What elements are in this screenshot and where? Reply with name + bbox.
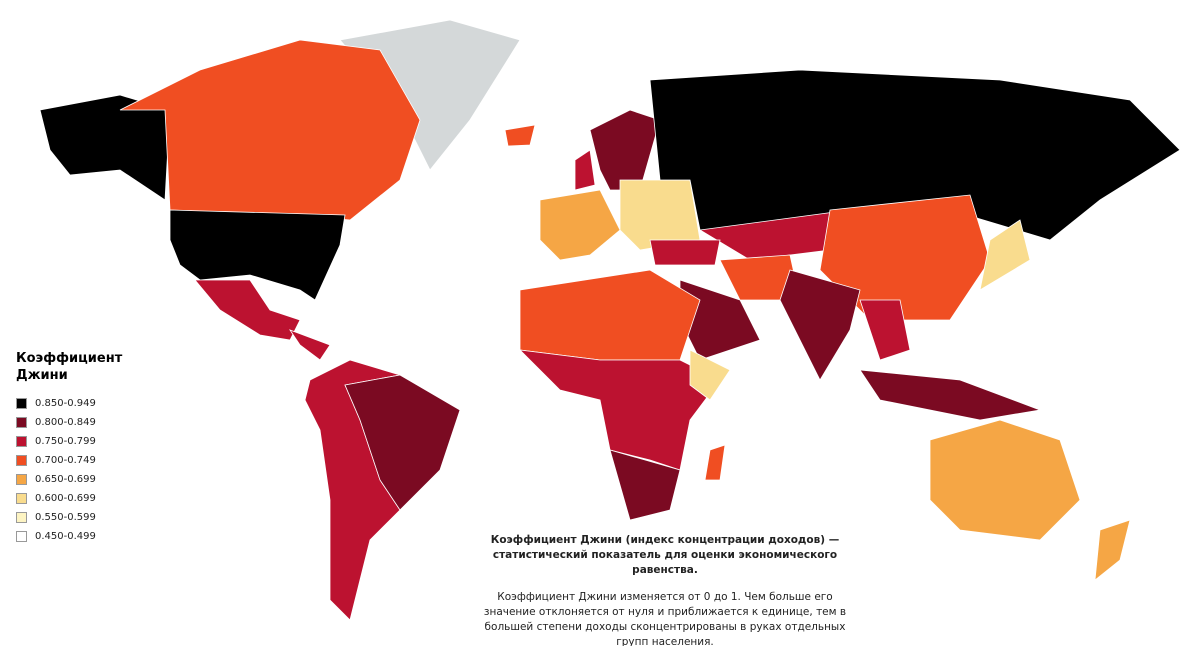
region [979, 219, 1031, 291]
region [689, 349, 731, 401]
legend-swatch [16, 493, 27, 504]
region [574, 149, 596, 191]
region [169, 209, 346, 301]
legend-swatch [16, 455, 27, 466]
region [194, 279, 301, 341]
legend-item: 0.550-0.599 [16, 508, 126, 527]
legend-label: 0.550-0.599 [35, 512, 96, 523]
legend-item: 0.750-0.799 [16, 432, 126, 451]
region [539, 189, 621, 261]
legend-item: 0.800-0.849 [16, 413, 126, 432]
legend-item: 0.650-0.699 [16, 470, 126, 489]
region [39, 94, 171, 201]
legend-swatch [16, 398, 27, 409]
region [1094, 519, 1131, 581]
region [704, 444, 726, 481]
legend-label: 0.800-0.849 [35, 417, 96, 428]
region [344, 374, 461, 511]
region [609, 449, 681, 521]
region [519, 269, 701, 361]
legend-swatch [16, 474, 27, 485]
legend-item: 0.700-0.749 [16, 451, 126, 470]
region [504, 124, 536, 147]
legend-label: 0.850-0.949 [35, 398, 96, 409]
legend-label: 0.750-0.799 [35, 436, 96, 447]
legend-label: 0.700-0.749 [35, 455, 96, 466]
region [288, 329, 331, 361]
legend-swatch [16, 512, 27, 523]
legend-swatch [16, 531, 27, 542]
region [589, 109, 661, 191]
region [619, 179, 701, 251]
legend: Коэффициент Джини 0.850-0.949 0.800-0.849… [16, 350, 126, 546]
region [929, 419, 1081, 541]
region [649, 239, 721, 266]
legend-swatch [16, 417, 27, 428]
region [859, 369, 1042, 421]
region [779, 269, 861, 381]
region [859, 299, 911, 361]
legend-label: 0.650-0.699 [35, 474, 96, 485]
legend-swatch [16, 436, 27, 447]
region [119, 39, 421, 221]
legend-title: Коэффициент Джини [16, 351, 123, 383]
caption-definition: Коэффициент Джини (индекс концентрации д… [490, 534, 840, 576]
legend-item: 0.450-0.499 [16, 527, 126, 546]
caption-explanation: Коэффициент Джини изменяется от 0 до 1. … [483, 591, 847, 646]
legend-item: 0.600-0.699 [16, 489, 126, 508]
region [649, 69, 1181, 241]
legend-label: 0.600-0.699 [35, 493, 96, 504]
legend-label: 0.450-0.499 [35, 531, 96, 542]
caption: Коэффициент Джини (индекс концентрации д… [470, 533, 860, 646]
region [819, 194, 991, 321]
legend-item: 0.850-0.949 [16, 394, 126, 413]
